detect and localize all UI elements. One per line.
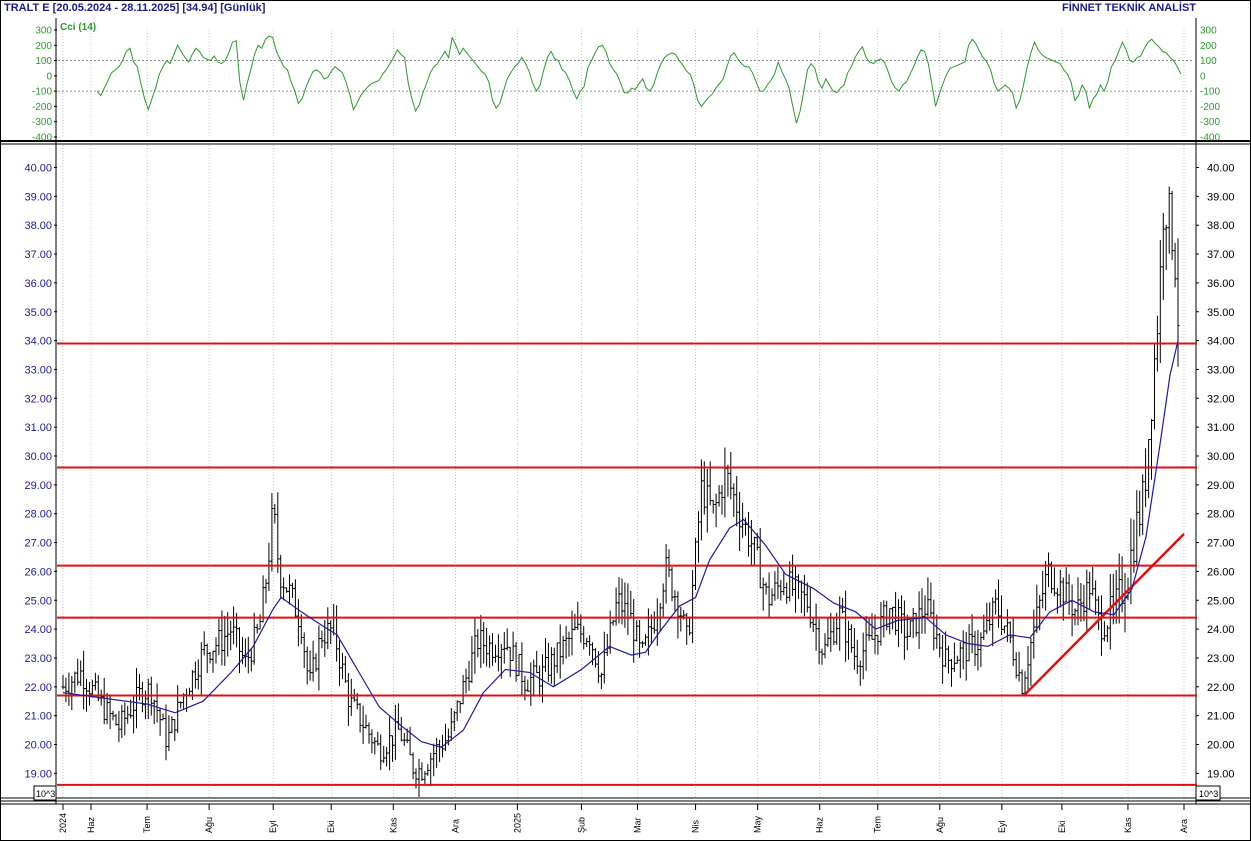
chart-title: TRALT E [20.05.2024 - 28.11.2025] [34.94… xyxy=(4,2,266,14)
cci-y-tick-label-right: 200 xyxy=(1200,41,1217,52)
price-y-tick-label: 20.00 xyxy=(24,740,52,752)
cci-y-tick-label: -400 xyxy=(32,133,52,144)
price-y-tick-label-right: 30.00 xyxy=(1207,451,1235,463)
price-y-tick-label: 31.00 xyxy=(24,422,52,434)
x-tick-label: Haz xyxy=(86,816,96,833)
price-y-tick-label-right: 28.00 xyxy=(1207,509,1235,521)
price-y-tick-label-right: 36.00 xyxy=(1207,278,1235,290)
price-y-tick-label-right: 20.00 xyxy=(1207,740,1235,752)
x-tick-label: May xyxy=(753,815,763,833)
price-y-tick-label-right: 25.00 xyxy=(1207,595,1235,607)
trend-line xyxy=(1023,533,1185,697)
price-y-tick-label: 39.00 xyxy=(24,191,52,203)
price-y-tick-label-right: 24.00 xyxy=(1207,624,1235,636)
cci-y-tick-label-right: 0 xyxy=(1200,71,1206,82)
x-tick-label: Ara xyxy=(450,819,460,833)
price-y-tick-label: 22.00 xyxy=(24,682,52,694)
price-y-tick-label: 19.00 xyxy=(24,768,52,780)
x-tick-label: Eyl xyxy=(268,820,278,833)
price-y-tick-label-right: 39.00 xyxy=(1207,191,1235,203)
price-y-tick-label-right: 21.00 xyxy=(1207,711,1235,723)
price-y-tick-label-right: 29.00 xyxy=(1207,480,1235,492)
support-resistance-lines xyxy=(57,342,1197,786)
x-tick-label: Haz xyxy=(815,816,825,833)
price-y-tick-label: 34.00 xyxy=(24,336,52,348)
x-tick-label: Eyl xyxy=(997,820,1007,833)
price-y-tick-label: 32.00 xyxy=(24,393,52,405)
x-tick-label: Kas xyxy=(1123,817,1133,833)
price-y-tick-label: 37.00 xyxy=(24,249,52,261)
price-y-tick-label: 28.00 xyxy=(24,509,52,521)
x-tick-label: Ağu xyxy=(204,817,214,833)
price-y-tick-label: 21.00 xyxy=(24,711,52,723)
cci-panel: Cci (14) xyxy=(60,22,1182,124)
x-tick-label: Tem xyxy=(873,816,883,833)
cci-y-tick-label: 300 xyxy=(35,26,52,37)
x-tick-label: Eki xyxy=(1057,820,1067,833)
price-y-tick-label-right: 35.00 xyxy=(1207,307,1235,319)
vendor-label: FİNNET TEKNİK ANALİST xyxy=(1061,2,1196,14)
price-y-tick-label: 36.00 xyxy=(24,278,52,290)
cci-y-tick-label-right: -300 xyxy=(1200,117,1220,128)
price-y-tick-label-right: 27.00 xyxy=(1207,538,1235,550)
x-tick-label: Ara xyxy=(1179,819,1189,833)
cci-y-tick-label: -200 xyxy=(32,102,52,113)
price-y-tick-label: 24.00 xyxy=(24,624,52,636)
x-tick-label: Ağu xyxy=(935,817,945,833)
price-y-tick-label-right: 37.00 xyxy=(1207,249,1235,261)
price-y-tick-label: 29.00 xyxy=(24,480,52,492)
moving-average xyxy=(62,340,1179,749)
x-tick-label: Eki xyxy=(326,820,336,833)
scale-note-box-right xyxy=(1195,785,1221,801)
cci-y-tick-label: 0 xyxy=(46,71,52,82)
grid xyxy=(58,30,1194,797)
x-tick-label: Mar xyxy=(633,817,643,833)
cci-y-tick-label: 100 xyxy=(35,56,52,67)
moving-average-line xyxy=(62,340,1179,749)
x-tick-label: 2025 xyxy=(512,813,522,833)
price-y-tick-label-right: 26.00 xyxy=(1207,566,1235,578)
cci-y-tick-label: 200 xyxy=(35,41,52,52)
price-y-tick-label-right: 31.00 xyxy=(1207,422,1235,434)
x-tick-label: Nis xyxy=(691,820,701,833)
cci-legend: Cci (14) xyxy=(60,22,96,33)
price-y-tick-label-right: 34.00 xyxy=(1207,336,1235,348)
price-y-tick-label-right: 40.00 xyxy=(1207,163,1235,175)
cci-y-tick-label: -100 xyxy=(32,87,52,98)
price-y-tick-label: 30.00 xyxy=(24,451,52,463)
cci-line xyxy=(96,35,1182,124)
x-tick-label: Kas xyxy=(388,817,398,833)
price-y-tick-label: 26.00 xyxy=(24,566,52,578)
price-y-tick-label-right: 38.00 xyxy=(1207,220,1235,232)
price-y-tick-label-right: 23.00 xyxy=(1207,653,1235,665)
scale-note-box-left xyxy=(33,785,57,801)
price-y-tick-label: 23.00 xyxy=(24,653,52,665)
x-tick-label: 2024 xyxy=(58,813,68,833)
cci-y-tick-label-right: 100 xyxy=(1200,56,1217,67)
price-y-tick-label: 40.00 xyxy=(24,163,52,175)
scale-note-left: 10^3 xyxy=(36,789,55,799)
price-y-tick-label: 25.00 xyxy=(24,595,52,607)
cci-y-tick-label-right: -400 xyxy=(1200,133,1220,144)
price-y-tick-label: 33.00 xyxy=(24,364,52,376)
cci-y-tick-label: -300 xyxy=(32,117,52,128)
x-tick-label: Tem xyxy=(142,816,152,833)
price-panel xyxy=(61,186,1180,797)
cci-y-tick-label-right: 300 xyxy=(1200,26,1217,37)
price-y-tick-label-right: 19.00 xyxy=(1207,768,1235,780)
cci-y-tick-label-right: -100 xyxy=(1200,87,1220,98)
price-y-tick-label-right: 32.00 xyxy=(1207,393,1235,405)
price-y-tick-label-right: 22.00 xyxy=(1207,682,1235,694)
price-y-tick-label: 35.00 xyxy=(24,307,52,319)
scale-note-right: 10^3 xyxy=(1199,789,1218,799)
price-y-tick-label: 27.00 xyxy=(24,538,52,550)
price-y-tick-label: 38.00 xyxy=(24,220,52,232)
cci-y-tick-label-right: -200 xyxy=(1200,102,1220,113)
x-tick-label: Şub xyxy=(576,817,586,833)
price-y-tick-label-right: 33.00 xyxy=(1207,364,1235,376)
axes: 2024 Haz Tem Ağu Eyl Eki Kas Ara 2025 Şub Mar Nis Ma… xyxy=(24,26,1234,834)
